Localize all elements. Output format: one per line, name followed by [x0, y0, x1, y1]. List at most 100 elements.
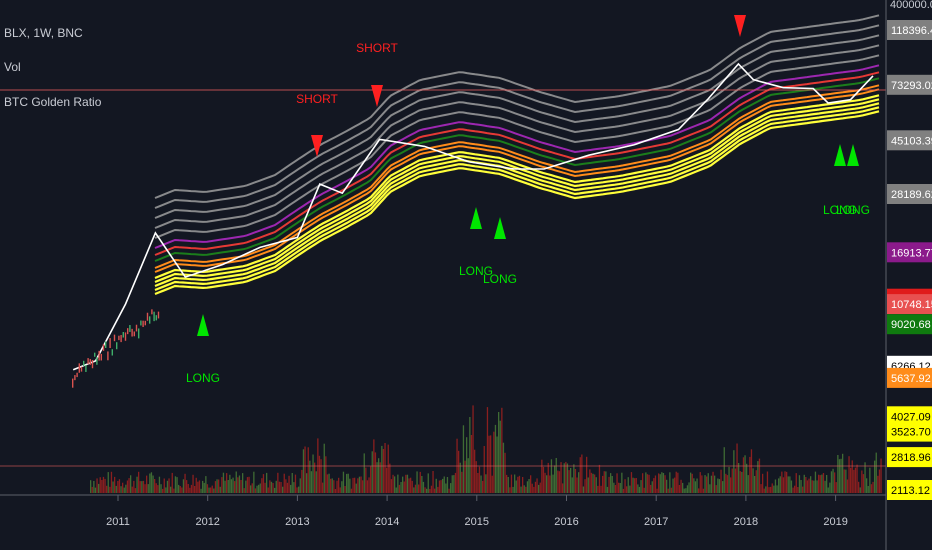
volume-bar	[147, 484, 149, 493]
volume-bar	[603, 471, 605, 493]
volume-bar	[792, 487, 794, 493]
volume-bar	[834, 472, 836, 493]
volume-bar	[130, 475, 132, 493]
volume-bar	[760, 484, 762, 493]
volume-bar	[310, 471, 313, 493]
volume-bar	[374, 452, 377, 493]
legend-symbol[interactable]: BLX, 1W, BNC	[4, 26, 83, 40]
volume-bar	[411, 480, 413, 493]
volume-bar	[123, 487, 125, 493]
volume-bar	[622, 488, 625, 493]
volume-bar	[706, 476, 708, 493]
volume-bar	[141, 481, 143, 493]
volume-bar	[331, 478, 333, 493]
time-axis-label: 2014	[375, 516, 399, 528]
volume-bar	[750, 449, 753, 493]
time-axis[interactable]: 2011 2012 2013 2014 2015 2016 2017 2018 2019	[0, 494, 886, 528]
volume-bar	[854, 467, 857, 493]
volume-bar	[400, 482, 402, 493]
volume-bar	[278, 481, 281, 493]
volume-bar	[443, 476, 445, 493]
volume-bar	[477, 473, 479, 493]
volume-bar	[552, 474, 554, 493]
volume-bar	[710, 475, 713, 493]
volume-bar	[379, 462, 381, 493]
legend-indicator[interactable]: BTC Golden Ratio	[4, 95, 102, 109]
volume-bar	[704, 475, 706, 493]
candle	[80, 366, 83, 372]
volume-bar	[226, 473, 228, 493]
candle	[129, 325, 131, 332]
band-grey-2	[154, 34, 880, 219]
volume-bar	[776, 485, 778, 493]
candle	[142, 320, 144, 328]
legend-volume[interactable]: Vol	[4, 60, 21, 74]
candle	[153, 311, 155, 322]
volume-bar	[520, 486, 522, 493]
volume-bar	[832, 468, 834, 493]
volume-bar	[110, 471, 113, 493]
band-grey-3	[154, 44, 880, 229]
volume-bar	[566, 463, 569, 493]
volume-bar	[691, 473, 693, 493]
volume-bar	[405, 474, 407, 493]
volume-bar	[213, 488, 215, 493]
volume-bar	[744, 455, 746, 493]
volume-bar	[536, 478, 538, 493]
candle	[155, 315, 157, 321]
volume-bar	[102, 476, 105, 493]
volume-bar	[752, 468, 754, 493]
candle	[138, 328, 140, 339]
volume-bar	[224, 480, 226, 493]
volume-bar	[101, 480, 103, 493]
volume-bar	[442, 478, 444, 493]
volume-bar	[378, 458, 380, 493]
volume-bar	[232, 477, 234, 493]
volume-bar	[488, 435, 490, 493]
candle	[74, 375, 76, 381]
volume-bar	[693, 478, 695, 493]
volume-bar	[866, 478, 868, 493]
volume-bar	[810, 476, 812, 493]
long-signal-marker	[494, 217, 506, 239]
volume-bar	[323, 443, 325, 493]
candle	[107, 351, 109, 361]
volume-bar	[470, 435, 473, 493]
volume-bar	[654, 475, 657, 493]
volume-bar	[579, 457, 581, 493]
volume-bar	[787, 476, 789, 493]
volume-bar	[554, 465, 556, 493]
volume-bar	[509, 487, 511, 493]
volume-bar	[712, 471, 714, 493]
candle	[85, 365, 87, 372]
price-label-box	[887, 447, 932, 468]
volume-bar	[277, 472, 279, 493]
volume-bar	[294, 474, 297, 493]
price-label-text: 3523.70	[891, 427, 931, 439]
volume-bar	[715, 485, 717, 493]
volume-bar	[216, 479, 218, 493]
volume-bar	[818, 474, 820, 493]
volume-bar	[853, 469, 855, 493]
volume-bar	[696, 478, 698, 493]
volume-bar	[690, 472, 692, 493]
volume-bar	[838, 459, 841, 493]
volume-bar	[261, 478, 263, 493]
volume-bar	[611, 476, 613, 493]
price-label-text: 118396.41	[891, 25, 932, 37]
short-signal-label: SHORT	[356, 41, 398, 55]
volume-bar	[562, 483, 564, 493]
price-label-text: 5637.92	[891, 373, 931, 385]
price-scale[interactable]: 400000.00 118396.41 73293.02 45103.39 28189.…	[885, 0, 932, 550]
price-scale-top-label: 400000.00	[890, 0, 932, 11]
volume-bar	[547, 462, 549, 493]
price-label-box	[887, 480, 932, 500]
volume-bar	[296, 487, 298, 493]
volume-bar	[619, 483, 621, 493]
volume-bar	[518, 475, 521, 493]
volume-bar	[387, 444, 389, 493]
candle	[87, 358, 89, 365]
band-green-7	[154, 77, 880, 262]
volume-bar	[718, 479, 721, 493]
